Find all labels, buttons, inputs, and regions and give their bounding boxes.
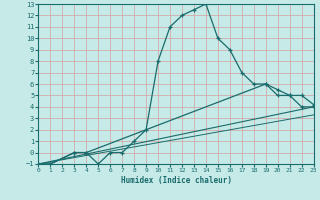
- X-axis label: Humidex (Indice chaleur): Humidex (Indice chaleur): [121, 176, 231, 185]
